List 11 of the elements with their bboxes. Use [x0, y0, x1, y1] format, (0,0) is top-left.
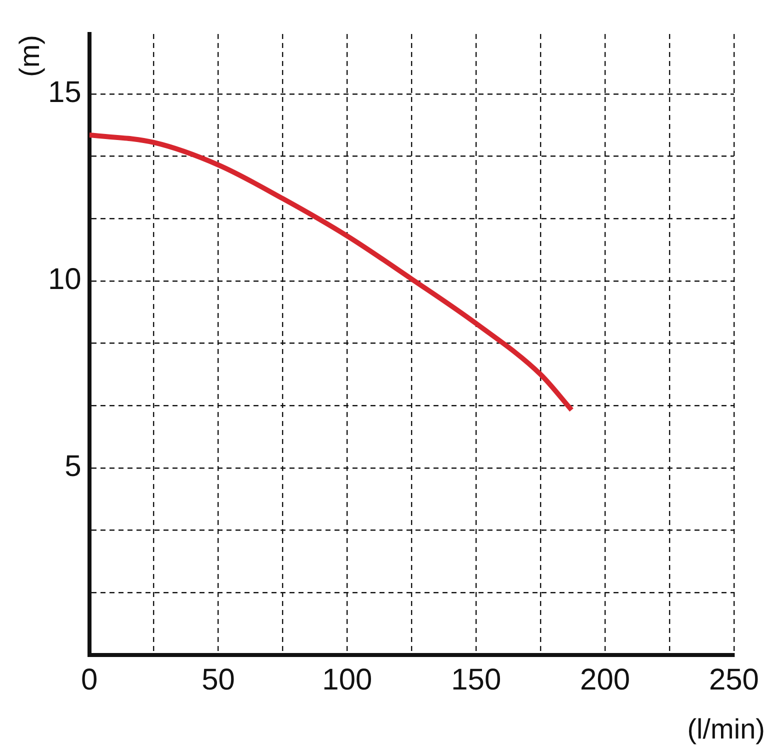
x-axis-title: (l/min) — [687, 714, 765, 745]
x-tick-label: 200 — [580, 663, 630, 696]
y-axis-title: (m) — [14, 35, 46, 77]
y-tick-label: 10 — [48, 263, 82, 296]
x-tick-label: 50 — [202, 663, 235, 696]
x-tick-label: 100 — [322, 663, 372, 696]
x-tick-label: 150 — [451, 663, 502, 696]
x-tick-label: 0 — [81, 663, 98, 696]
y-tick-label: 5 — [64, 450, 82, 484]
y-tick-label: 15 — [48, 76, 82, 110]
x-tick-label: 250 — [708, 663, 760, 696]
